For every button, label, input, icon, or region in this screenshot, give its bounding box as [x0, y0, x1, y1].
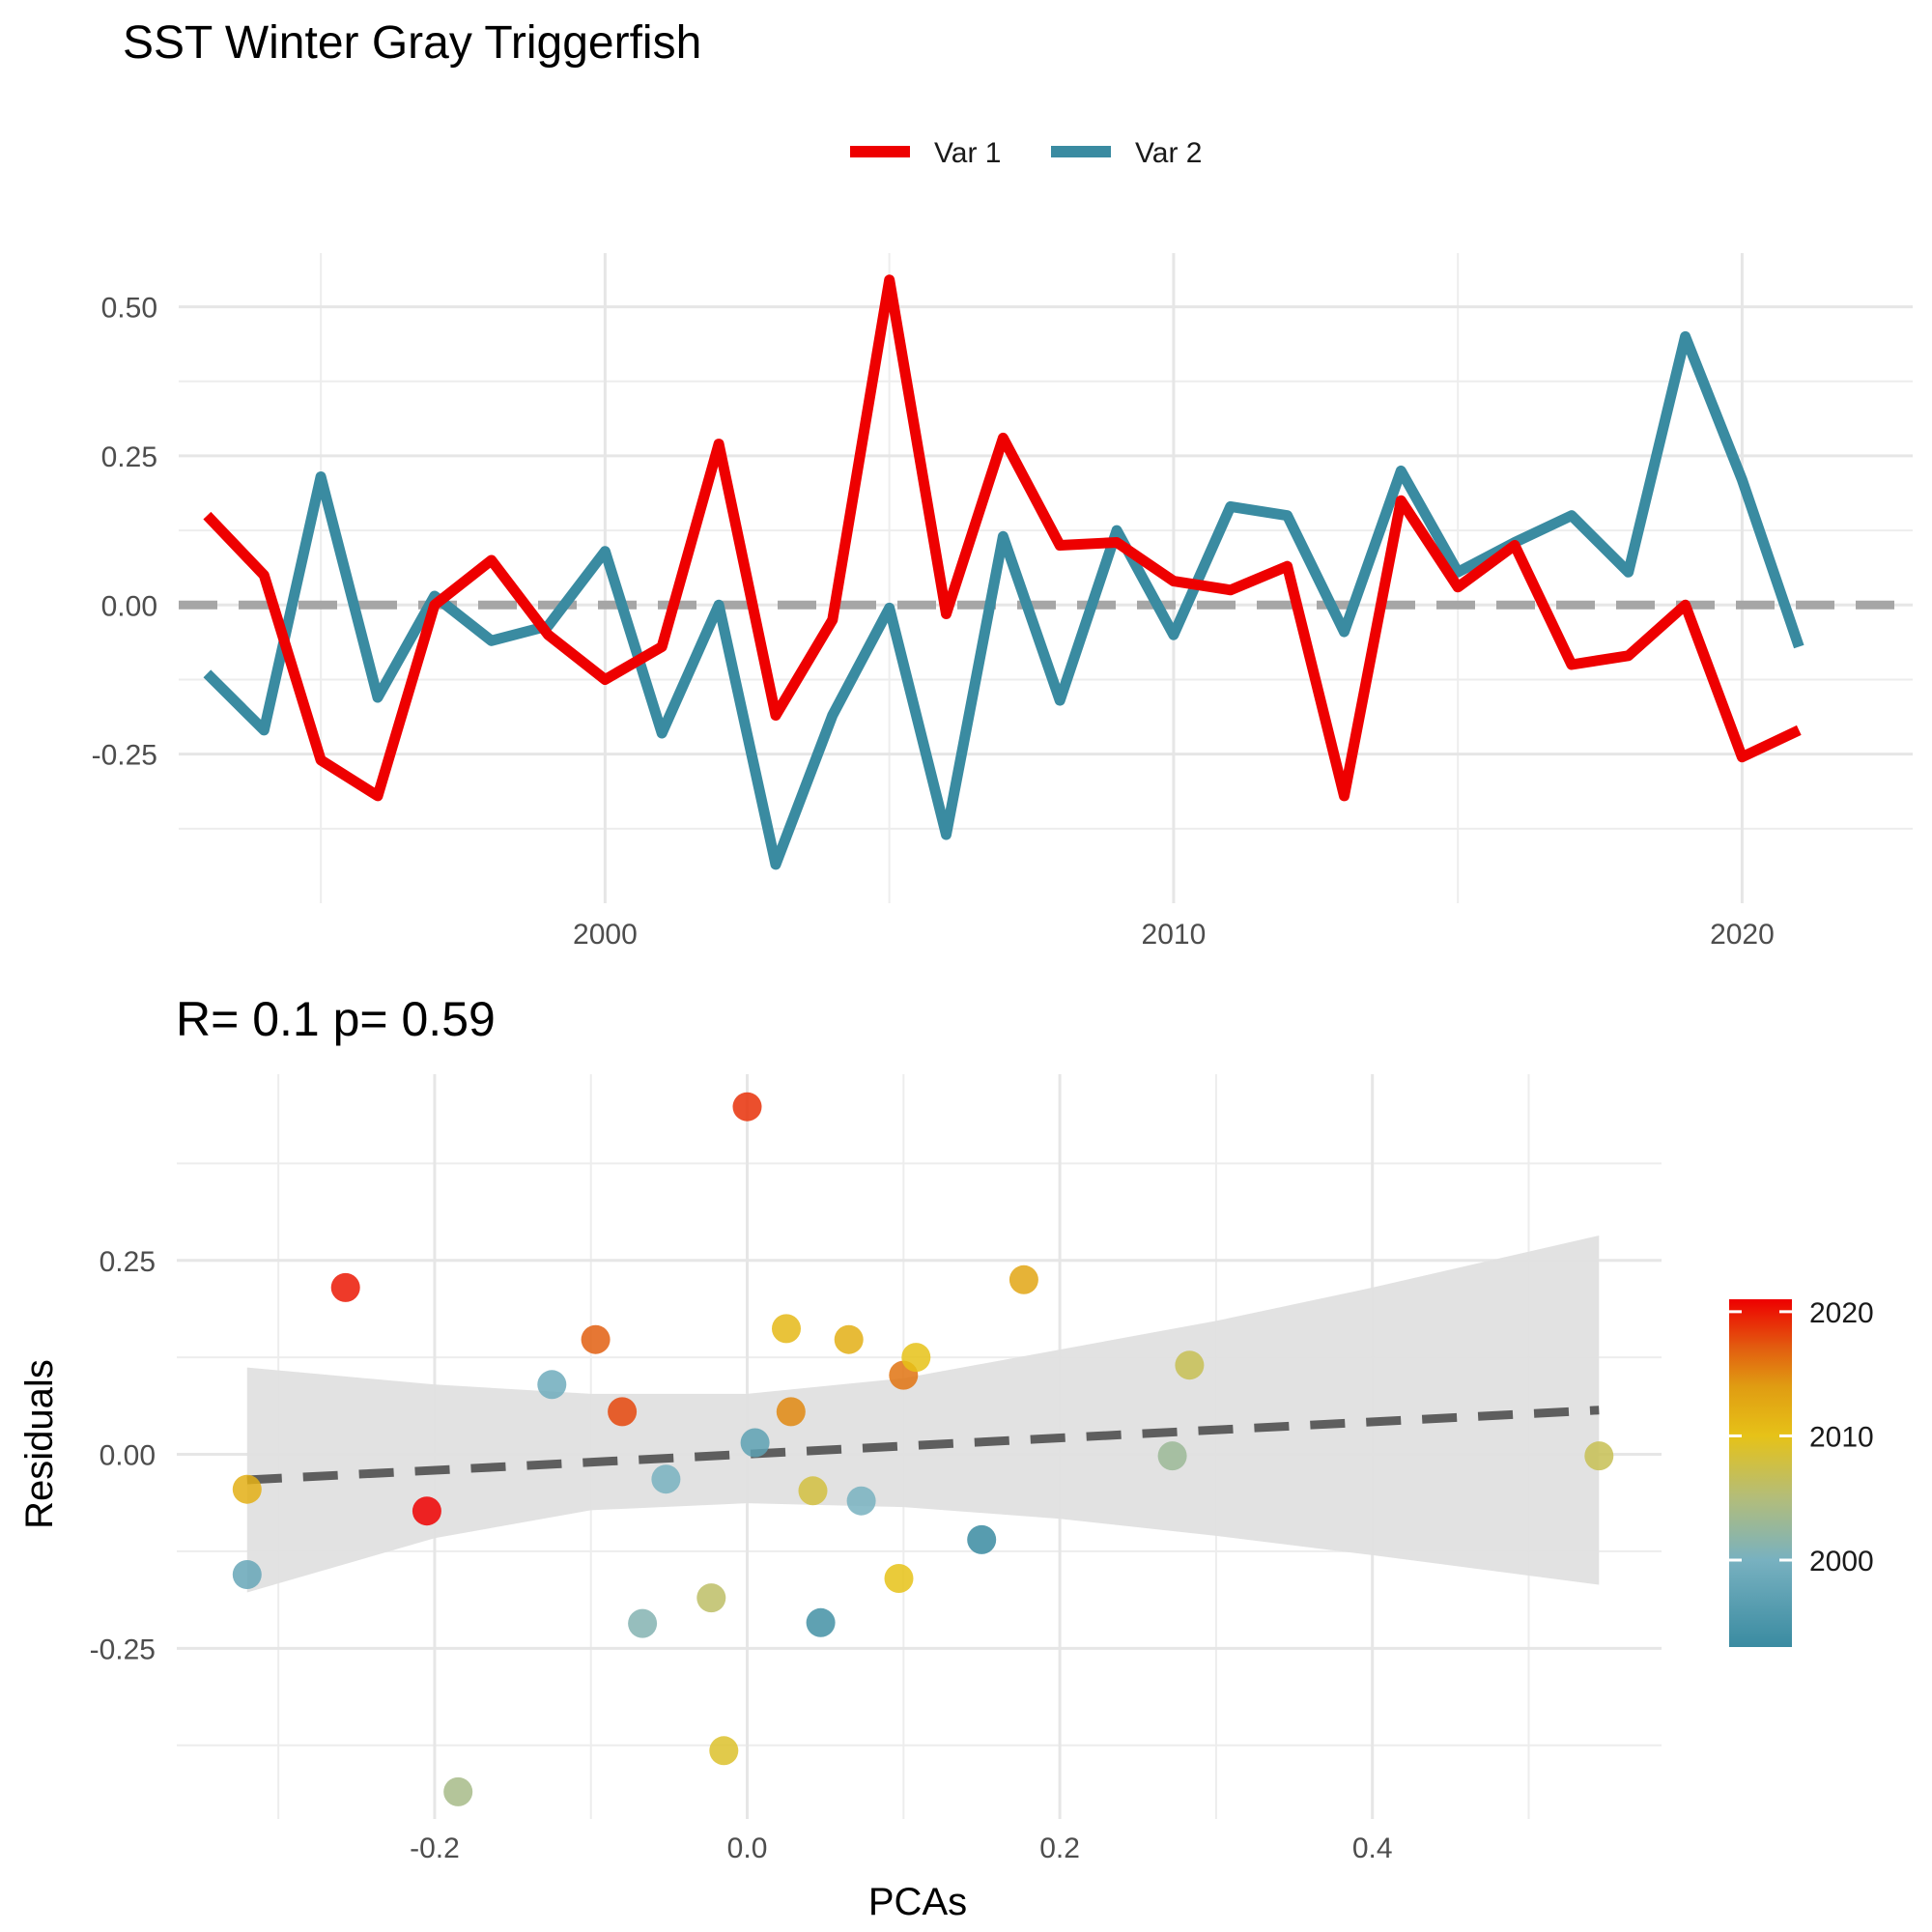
timeseries-grid	[179, 253, 1913, 903]
scatter-point	[772, 1314, 801, 1344]
regression-fit-line	[246, 1406, 1600, 1485]
scatter-point	[412, 1496, 441, 1526]
timeseries-panel: -0.25 0.00 0.25 0.50 2000 2010 2020	[92, 253, 1913, 951]
x-tick-label: 0.0	[727, 1833, 768, 1864]
y-tick-label: -0.25	[90, 1634, 156, 1665]
scatter-point	[330, 1272, 360, 1302]
y-tick-label: -0.25	[92, 740, 157, 772]
y-axis-title: Residuals	[18, 1359, 61, 1529]
chart-title: SST Winter Gray Triggerfish	[123, 17, 701, 69]
scatter-point	[709, 1736, 739, 1766]
scatter-point	[537, 1370, 567, 1400]
colorbar-gradient	[1729, 1299, 1792, 1647]
scatter-y-tick-labels: -0.25 0.00 0.25	[90, 1246, 156, 1666]
colorbar-tick-label: 2000	[1809, 1546, 1874, 1577]
y-tick-label: 0.00	[101, 590, 157, 622]
scatter-point	[1009, 1264, 1038, 1294]
scatter-point	[608, 1397, 638, 1427]
scatter-point	[1175, 1350, 1205, 1380]
scatter-point	[696, 1583, 726, 1613]
scatter-point	[846, 1486, 876, 1516]
scatter-point	[651, 1464, 681, 1494]
scatter-point	[628, 1608, 658, 1638]
scatter-points	[232, 1092, 1614, 1806]
timeseries-y-tick-labels: -0.25 0.00 0.25 0.50	[92, 293, 157, 772]
legend-label-var1: Var 1	[934, 137, 1001, 169]
scatter-x-tick-labels: -0.2 0.0 0.2 0.4	[410, 1833, 1392, 1864]
x-tick-label: 0.2	[1039, 1833, 1080, 1864]
timeseries-x-tick-labels: 2000 2010 2020	[573, 919, 1775, 951]
x-tick-label: 2010	[1142, 919, 1207, 951]
scatter-panel: R= 0.1 p= 0.59 -0.25 0.00 0.25 -0.2 0.0 0.2 0…	[18, 992, 1662, 1923]
scatter-point	[232, 1474, 262, 1504]
scatter-point	[834, 1324, 864, 1354]
x-tick-label: -0.2	[410, 1833, 460, 1864]
scatter-point	[776, 1397, 806, 1427]
scatter-point	[581, 1324, 611, 1354]
x-tick-label: 2020	[1710, 919, 1775, 951]
y-tick-label: 0.25	[99, 1246, 156, 1278]
colorbar-tick-label: 2020	[1809, 1297, 1874, 1329]
confidence-ribbon	[246, 1236, 1600, 1593]
scatter-point	[884, 1564, 914, 1593]
scatter-subtitle: R= 0.1 p= 0.59	[176, 992, 496, 1046]
colorbar-tick-label: 2010	[1809, 1421, 1874, 1453]
scatter-point	[732, 1092, 762, 1122]
x-tick-label: 2000	[573, 919, 638, 951]
colorbar: 2000 2010 2020	[1729, 1297, 1874, 1647]
x-axis-title: PCAs	[868, 1881, 967, 1923]
y-tick-label: 0.25	[101, 441, 157, 473]
scatter-point	[443, 1776, 473, 1806]
scatter-point	[806, 1607, 836, 1637]
series-line-var2	[203, 330, 1804, 870]
colorbar-ticks: 2000 2010 2020	[1729, 1297, 1874, 1577]
scatter-point	[901, 1343, 931, 1373]
scatter-point	[1584, 1441, 1614, 1471]
scatter-point	[967, 1524, 997, 1554]
scatter-point	[740, 1428, 770, 1458]
scatter-point	[1157, 1441, 1187, 1471]
scatter-point	[232, 1560, 262, 1589]
legend: Var 1 Var 2	[850, 137, 1202, 169]
y-tick-label: 0.00	[99, 1440, 156, 1472]
scatter-point	[798, 1476, 828, 1506]
series-line-var1	[203, 274, 1802, 802]
legend-label-var2: Var 2	[1135, 137, 1202, 169]
x-tick-label: 0.4	[1352, 1833, 1393, 1864]
y-tick-label: 0.50	[101, 293, 157, 325]
